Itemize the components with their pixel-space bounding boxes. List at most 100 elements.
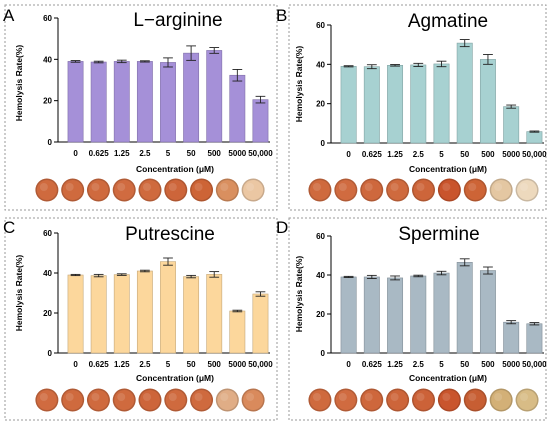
error-bar-b-7 xyxy=(506,104,517,109)
panel-b-frame xyxy=(288,4,547,211)
x-axis-label-b: Concentration (μM) xyxy=(409,164,487,174)
bar-d-5 xyxy=(456,262,473,354)
x-tick-label: 1.25 xyxy=(387,360,403,369)
x-tick-label: 50,000 xyxy=(248,360,273,369)
sample-well-b-6 xyxy=(463,178,487,202)
y-tick-label: 60 xyxy=(316,232,325,241)
y-tick-label: 0 xyxy=(321,139,326,148)
error-bar-c-4 xyxy=(163,257,173,266)
x-tick-label: 0.625 xyxy=(362,150,383,159)
bar-a-1 xyxy=(90,61,107,143)
bar-c-6 xyxy=(206,274,223,354)
sample-well-a-5 xyxy=(164,178,188,202)
bar-c-7 xyxy=(229,310,246,354)
bar-b-1 xyxy=(363,66,380,144)
error-bar-a-0 xyxy=(70,60,81,63)
bar-c-3 xyxy=(136,270,153,354)
panel-letter-b: B xyxy=(276,6,287,25)
error-bar-a-1 xyxy=(93,60,104,64)
y-tick-label: 60 xyxy=(43,229,52,238)
bar-d-8 xyxy=(526,323,543,354)
x-tick-label: 0 xyxy=(346,150,351,159)
x-tick-label: 500 xyxy=(481,150,495,159)
y-tick-label: 0 xyxy=(321,349,326,358)
bar-b-2 xyxy=(387,65,404,144)
sample-well-c-5 xyxy=(164,388,188,412)
x-tick-label: 2.5 xyxy=(139,149,151,158)
sample-well-a-6 xyxy=(190,178,214,202)
error-bar-c-6 xyxy=(209,271,220,278)
sample-well-b-3 xyxy=(386,178,410,202)
sample-well-b-0 xyxy=(308,178,332,202)
error-bar-a-5 xyxy=(186,45,196,61)
y-tick-label: 20 xyxy=(316,100,325,109)
x-tick-label: 5 xyxy=(439,360,444,369)
bar-a-2 xyxy=(113,61,130,143)
sample-well-b-1 xyxy=(334,178,358,202)
bar-b-6 xyxy=(479,59,496,144)
error-bar-c-2 xyxy=(116,273,127,276)
panel-d: D Spermine Hemolysis Rate(%) Concentrati… xyxy=(276,217,547,421)
panel-c: C Putrescine Hemolysis Rate(%) Concentra… xyxy=(3,217,278,421)
sample-well-b-8 xyxy=(515,178,539,202)
plot-area-c: 0 20 40 60 0 0.625 1.25 2.5 5 50 500 5000 50,000 xyxy=(35,229,273,412)
panel-d-frame xyxy=(288,217,547,421)
y-tick-label: 40 xyxy=(316,271,325,280)
bar-a-3 xyxy=(136,61,153,143)
x-tick-label: 5000 xyxy=(228,360,246,369)
x-tick-label: 0 xyxy=(346,360,351,369)
bar-d-3 xyxy=(410,275,427,354)
error-bar-d-1 xyxy=(366,274,377,279)
error-bar-a-6 xyxy=(209,47,220,54)
bar-b-4 xyxy=(433,63,450,144)
error-bar-b-0 xyxy=(343,65,354,68)
y-tick-label: 20 xyxy=(43,97,52,106)
error-bar-b-6 xyxy=(483,54,493,65)
y-axis-label-b: Hemolysis Rate(%) xyxy=(294,46,304,123)
error-bar-b-2 xyxy=(390,64,400,67)
sample-well-a-2 xyxy=(86,178,110,202)
sample-well-d-6 xyxy=(463,388,487,412)
sample-well-d-0 xyxy=(308,388,332,412)
y-tick-label: 40 xyxy=(43,55,52,64)
sample-well-d-3 xyxy=(386,388,410,412)
bar-c-1 xyxy=(90,275,107,354)
error-bar-a-7 xyxy=(232,69,243,82)
chart-title-d: Spermine xyxy=(398,224,479,245)
x-axis-label-c: Concentration (μM) xyxy=(136,373,214,383)
bar-d-2 xyxy=(387,277,404,354)
sample-well-c-4 xyxy=(138,388,162,412)
bar-a-5 xyxy=(183,52,200,143)
x-tick-label: 500 xyxy=(481,360,495,369)
sample-well-d-7 xyxy=(489,388,513,412)
panel-a: A L−arginine Hemolysis Rate(%) Concentra… xyxy=(3,4,278,211)
bar-a-4 xyxy=(160,62,176,143)
x-tick-label: 500 xyxy=(208,149,222,158)
sample-well-b-2 xyxy=(360,178,384,202)
x-tick-label: 50,000 xyxy=(522,360,547,369)
error-bar-a-2 xyxy=(116,59,127,64)
y-tick-label: 0 xyxy=(48,138,53,147)
error-bar-c-1 xyxy=(93,273,104,278)
x-tick-label: 50 xyxy=(187,360,196,369)
x-axis-label-d: Concentration (μM) xyxy=(409,373,487,383)
error-bar-c-8 xyxy=(255,291,266,297)
error-bar-d-5 xyxy=(459,258,470,267)
x-tick-label: 5000 xyxy=(502,150,520,159)
error-bar-d-8 xyxy=(529,322,540,326)
x-tick-label: 2.5 xyxy=(139,360,151,369)
bar-a-0 xyxy=(67,61,84,143)
panel-c-frame xyxy=(4,217,278,421)
x-tick-label: 1.25 xyxy=(114,149,130,158)
x-tick-label: 0 xyxy=(73,360,78,369)
y-axis-label-d: Hemolysis Rate(%) xyxy=(294,256,304,333)
chart-title-a: L−arginine xyxy=(133,10,222,31)
error-bar-d-3 xyxy=(413,274,424,278)
sample-well-b-5 xyxy=(437,178,461,202)
panel-letter-d: D xyxy=(276,218,288,237)
sample-well-c-2 xyxy=(86,388,110,412)
bar-c-2 xyxy=(113,274,130,354)
bar-c-4 xyxy=(160,261,176,354)
sample-well-d-1 xyxy=(334,388,358,412)
